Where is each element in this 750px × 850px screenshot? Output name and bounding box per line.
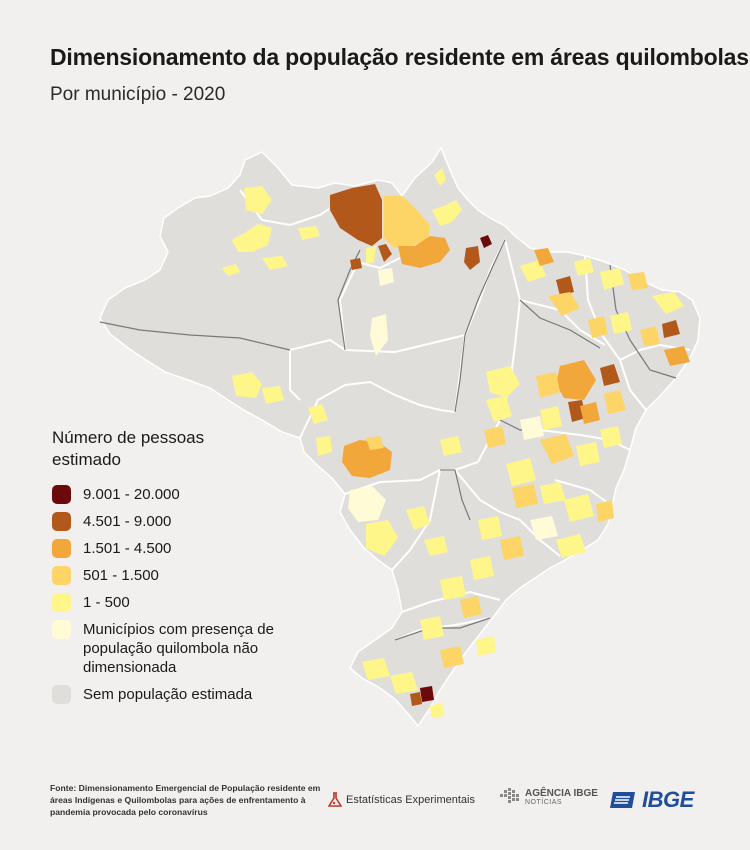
legend-item: 4.501 - 9.000 (52, 512, 352, 531)
legend-label: 9.001 - 20.000 (83, 486, 180, 503)
legend-label: 1.501 - 4.500 (83, 540, 172, 557)
legend-item: 501 - 1.500 (52, 566, 352, 585)
agencia-ibge-logo: AGÊNCIA IBGE NOTÍCIAS (500, 788, 598, 806)
legend-label: 4.501 - 9.000 (83, 513, 172, 530)
source-note: Fonte: Dimensionamento Emergencial de Po… (50, 783, 321, 817)
legend-swatch (52, 593, 71, 612)
map-subtitle: Por município - 2020 (50, 84, 226, 105)
map-title: Dimensionamento da população residente e… (50, 44, 749, 70)
legend-swatch (52, 566, 71, 585)
logo-estatisticas-text: Estatísticas Experimentais (346, 794, 475, 806)
ibge-emblem-icon (610, 792, 635, 808)
flask-icon (328, 792, 342, 807)
legend-item: Sem população estimada (52, 685, 352, 704)
agencia-text: AGÊNCIA IBGE (525, 787, 598, 799)
region-borders (99, 239, 677, 641)
legend-item: 1.501 - 4.500 (52, 539, 352, 558)
legend-label: Municípios com presença de população qui… (83, 621, 274, 676)
map-legend: Número de pessoas estimado 9.001 - 20.00… (52, 427, 352, 712)
legend-label: 501 - 1.500 (83, 567, 159, 584)
ibge-text: IBGE (642, 787, 694, 812)
legend-swatch (52, 485, 71, 504)
estatisticas-experimentais-logo: Estatísticas Experimentais (328, 792, 475, 808)
legend-item: 9.001 - 20.000 (52, 485, 352, 504)
municipality-patches (222, 168, 690, 718)
legend-item: Municípios com presença de população qui… (52, 620, 352, 677)
agencia-subtext: NOTÍCIAS (525, 798, 563, 806)
legend-swatch (52, 539, 71, 558)
legend-label: Sem população estimada (83, 686, 253, 703)
legend-item: 1 - 500 (52, 593, 352, 612)
legend-swatch (52, 512, 71, 531)
agencia-grid-icon (500, 788, 519, 803)
brazil-landmass (99, 146, 701, 728)
legend-title: Número de pessoas estimado (52, 428, 205, 469)
legend-swatch (52, 620, 71, 639)
ibge-logo: IBGE (610, 787, 694, 813)
legend-swatch (52, 685, 71, 704)
legend-label: 1 - 500 (83, 594, 130, 611)
